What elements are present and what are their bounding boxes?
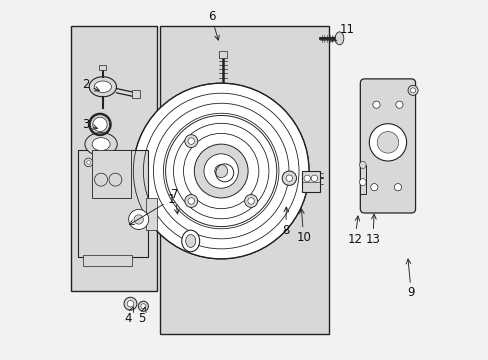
Text: 8: 8 — [282, 207, 289, 237]
Circle shape — [188, 198, 194, 204]
Bar — [132, 90, 140, 98]
Circle shape — [368, 124, 406, 161]
Circle shape — [84, 158, 93, 167]
Text: 12: 12 — [347, 216, 362, 246]
Ellipse shape — [89, 77, 116, 97]
Bar — [301, 171, 319, 192]
Bar — [160, 26, 328, 334]
Circle shape — [376, 132, 398, 153]
Text: 3: 3 — [82, 118, 97, 131]
Bar — [78, 149, 147, 257]
Circle shape — [214, 165, 227, 177]
Ellipse shape — [185, 234, 195, 247]
Ellipse shape — [335, 32, 343, 45]
Bar — [70, 26, 156, 291]
Text: 4: 4 — [124, 307, 133, 325]
Bar — [99, 65, 106, 69]
Text: 9: 9 — [406, 259, 414, 300]
Circle shape — [203, 154, 238, 188]
Text: 7: 7 — [170, 188, 179, 214]
Ellipse shape — [359, 179, 366, 186]
Bar — [92, 149, 130, 198]
Circle shape — [141, 304, 145, 309]
Bar — [359, 165, 366, 194]
Circle shape — [124, 297, 137, 310]
Text: 10: 10 — [296, 209, 310, 244]
Circle shape — [410, 88, 415, 93]
Circle shape — [109, 173, 122, 186]
Circle shape — [93, 117, 107, 132]
Circle shape — [395, 101, 402, 108]
Circle shape — [282, 171, 296, 185]
Circle shape — [138, 301, 148, 311]
Circle shape — [247, 198, 254, 204]
Circle shape — [407, 85, 417, 95]
Bar — [218, 51, 227, 58]
Circle shape — [184, 135, 197, 148]
Text: 6: 6 — [207, 10, 219, 40]
Circle shape — [394, 184, 401, 191]
Circle shape — [94, 173, 107, 186]
Ellipse shape — [92, 138, 110, 150]
Text: 13: 13 — [365, 214, 380, 246]
Circle shape — [370, 184, 377, 191]
Circle shape — [194, 144, 247, 198]
Circle shape — [285, 175, 292, 181]
FancyBboxPatch shape — [360, 79, 415, 213]
Circle shape — [184, 194, 197, 207]
Circle shape — [310, 175, 317, 181]
Text: 5: 5 — [138, 307, 146, 325]
Ellipse shape — [85, 133, 117, 156]
Ellipse shape — [359, 161, 366, 168]
Bar — [145, 198, 156, 230]
Circle shape — [86, 161, 90, 164]
Text: 11: 11 — [331, 23, 353, 41]
Circle shape — [127, 301, 133, 307]
Circle shape — [134, 215, 143, 224]
Circle shape — [133, 83, 308, 259]
Circle shape — [304, 175, 310, 181]
Circle shape — [372, 101, 379, 108]
Circle shape — [128, 210, 148, 229]
Circle shape — [188, 138, 194, 144]
Bar — [83, 255, 132, 266]
Text: 2: 2 — [82, 78, 99, 91]
Circle shape — [244, 194, 257, 207]
Ellipse shape — [94, 81, 111, 93]
Text: 1: 1 — [129, 193, 174, 225]
Ellipse shape — [182, 230, 199, 252]
